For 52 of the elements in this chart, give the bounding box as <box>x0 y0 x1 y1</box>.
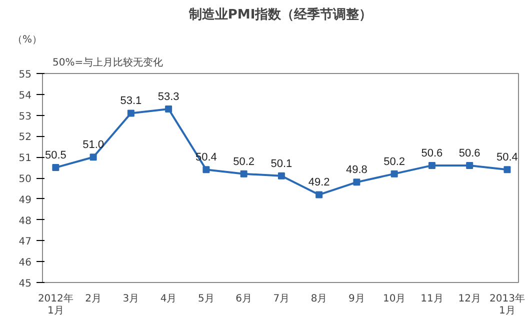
point <box>90 154 97 161</box>
x-tick-label: 9月 <box>348 294 365 304</box>
point <box>504 166 511 174</box>
x-tick-label: 8月 <box>310 294 328 304</box>
y-tick-label: 45 <box>18 278 32 290</box>
text: 53.3 <box>158 91 180 104</box>
text: 50%=与上月比较无变化 <box>52 56 164 68</box>
y-tick-label: 46 <box>18 258 32 269</box>
y-tick-label: 54 <box>18 90 32 102</box>
x-tick-label: 2012年 1月 <box>38 292 74 317</box>
y-tick-label: 48 <box>18 216 32 227</box>
y-tick-label: 50 <box>18 174 32 185</box>
x-tick-label: 3月 <box>122 294 140 304</box>
text: 49.8 <box>346 164 368 176</box>
point <box>316 191 323 198</box>
point <box>127 110 134 117</box>
x-tick-label: 10月 <box>382 294 406 304</box>
point <box>202 166 210 174</box>
y-tick-label: 55 <box>18 70 32 80</box>
text: 50.2 <box>384 156 406 168</box>
text: 50.5 <box>44 150 66 162</box>
point <box>466 162 474 169</box>
y-tick-label: 49 <box>18 194 32 206</box>
text: 50.6 <box>421 147 443 160</box>
point <box>390 170 398 178</box>
x-tick-label: 2月 <box>85 294 102 304</box>
y-tick-label: 52 <box>18 132 32 144</box>
text: 50.6 <box>458 147 480 160</box>
chart-title: 制造业PMI指数（经季节调整） <box>188 6 372 22</box>
x-tick-label: 6月 <box>236 294 252 304</box>
point <box>278 172 285 180</box>
x-tick-label: 12月 <box>458 294 481 304</box>
x-tick-label: 4月 <box>160 294 177 304</box>
x-tick-label: 5月 <box>198 294 214 304</box>
y-tick-label: 53 <box>18 111 32 122</box>
y-axis-title: （%） <box>12 34 42 46</box>
text: 50.2 <box>233 156 255 168</box>
x-tick-label: 11月 <box>420 294 444 304</box>
text: 50.1 <box>270 158 292 170</box>
text: 49.2 <box>308 176 330 189</box>
x-tick-label: 2013年 1月 <box>489 292 525 317</box>
point <box>428 162 436 169</box>
text: 50.4 <box>496 152 518 164</box>
text: 53.1 <box>120 95 142 108</box>
x-tick-label: 7月 <box>273 294 290 304</box>
y-tick-label: 47 <box>18 236 32 248</box>
point <box>165 106 172 113</box>
point <box>52 164 60 172</box>
point <box>240 170 248 178</box>
text: 51.0 <box>82 139 104 152</box>
y-tick-label: 51 <box>18 153 32 164</box>
point <box>353 178 360 186</box>
